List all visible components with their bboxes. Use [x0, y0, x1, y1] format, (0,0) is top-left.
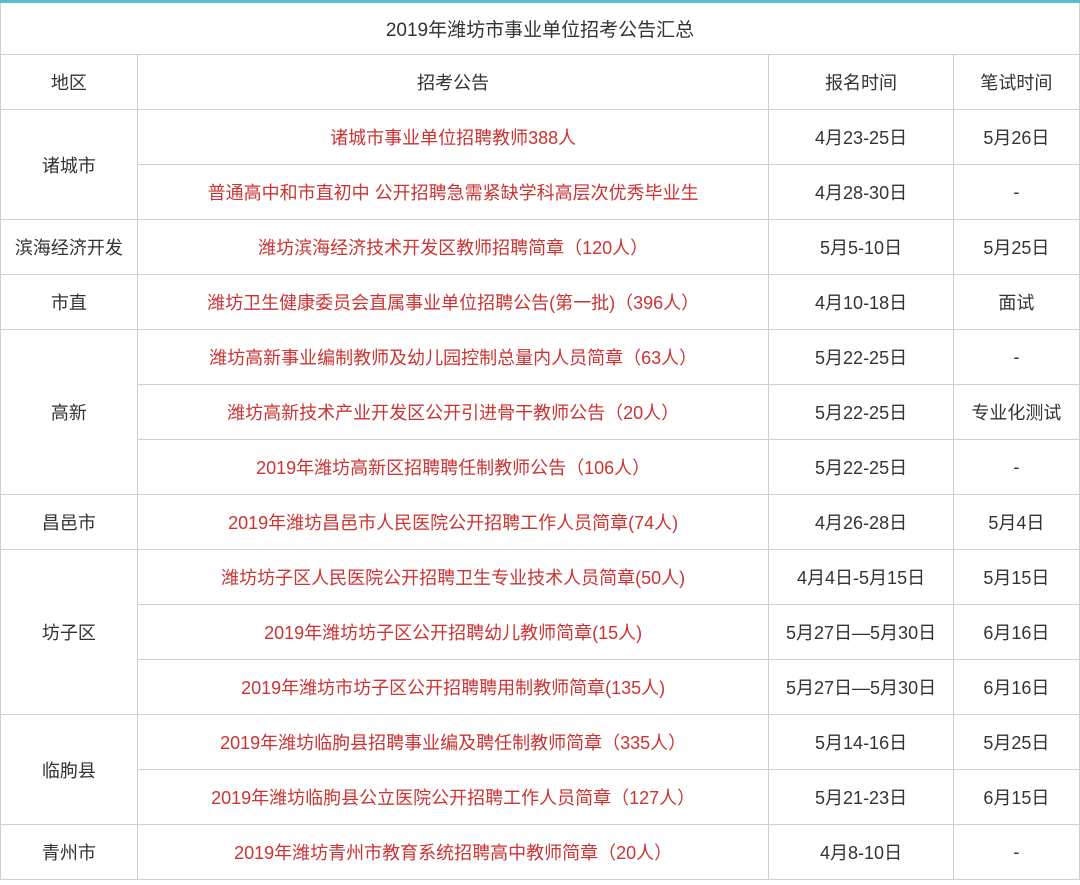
header-region: 地区 — [1, 55, 138, 110]
exam-date: 5月25日 — [953, 715, 1079, 770]
announcement-link[interactable]: 2019年潍坊青州市教育系统招聘高中教师简章（20人） — [137, 825, 769, 880]
region-cell: 诸城市 — [1, 110, 138, 220]
registration-date: 5月22-25日 — [769, 440, 953, 495]
table-row: 滨海经济开发潍坊滨海经济技术开发区教师招聘简章（120人）5月5-10日5月25… — [1, 220, 1080, 275]
registration-date: 5月21-23日 — [769, 770, 953, 825]
table-row: 2019年潍坊坊子区公开招聘幼儿教师简章(15人)5月27日—5月30日6月16… — [1, 605, 1080, 660]
registration-date: 4月8-10日 — [769, 825, 953, 880]
exam-date: 5月15日 — [953, 550, 1079, 605]
exam-date: 5月4日 — [953, 495, 1079, 550]
region-cell: 临朐县 — [1, 715, 138, 825]
table-row: 诸城市诸城市事业单位招聘教师388人4月23-25日5月26日 — [1, 110, 1080, 165]
header-row: 地区 招考公告 报名时间 笔试时间 — [1, 55, 1080, 110]
table-container: 2019年潍坊市事业单位招考公告汇总 地区 招考公告 报名时间 笔试时间 诸城市… — [0, 0, 1080, 880]
registration-date: 4月4日-5月15日 — [769, 550, 953, 605]
table-row: 潍坊高新技术产业开发区公开引进骨干教师公告（20人）5月22-25日专业化测试 — [1, 385, 1080, 440]
announcement-link[interactable]: 普通高中和市直初中 公开招聘急需紧缺学科高层次优秀毕业生 — [137, 165, 769, 220]
announcement-link[interactable]: 2019年潍坊临朐县招聘事业编及聘任制教师简章（335人） — [137, 715, 769, 770]
registration-date: 5月22-25日 — [769, 330, 953, 385]
registration-date: 5月5-10日 — [769, 220, 953, 275]
table-row: 高新潍坊高新事业编制教师及幼儿园控制总量内人员简章（63人）5月22-25日- — [1, 330, 1080, 385]
table-row: 青州市2019年潍坊青州市教育系统招聘高中教师简章（20人）4月8-10日- — [1, 825, 1080, 880]
registration-date: 5月22-25日 — [769, 385, 953, 440]
announcement-link[interactable]: 诸城市事业单位招聘教师388人 — [137, 110, 769, 165]
region-cell: 滨海经济开发 — [1, 220, 138, 275]
header-announcement: 招考公告 — [137, 55, 769, 110]
exam-date: 面试 — [953, 275, 1079, 330]
announcement-link[interactable]: 2019年潍坊高新区招聘聘任制教师公告（106人） — [137, 440, 769, 495]
announcement-link[interactable]: 2019年潍坊临朐县公立医院公开招聘工作人员简章（127人） — [137, 770, 769, 825]
announcement-link[interactable]: 2019年潍坊坊子区公开招聘幼儿教师简章(15人) — [137, 605, 769, 660]
region-cell: 坊子区 — [1, 550, 138, 715]
region-cell: 青州市 — [1, 825, 138, 880]
exam-date: 6月16日 — [953, 660, 1079, 715]
registration-date: 4月26-28日 — [769, 495, 953, 550]
announcement-table: 2019年潍坊市事业单位招考公告汇总 地区 招考公告 报名时间 笔试时间 诸城市… — [0, 0, 1080, 880]
table-row: 2019年潍坊高新区招聘聘任制教师公告（106人）5月22-25日- — [1, 440, 1080, 495]
header-registration: 报名时间 — [769, 55, 953, 110]
table-row: 昌邑市2019年潍坊昌邑市人民医院公开招聘工作人员简章(74人)4月26-28日… — [1, 495, 1080, 550]
title-row: 2019年潍坊市事业单位招考公告汇总 — [1, 2, 1080, 55]
registration-date: 5月14-16日 — [769, 715, 953, 770]
region-cell: 昌邑市 — [1, 495, 138, 550]
registration-date: 4月23-25日 — [769, 110, 953, 165]
region-cell: 市直 — [1, 275, 138, 330]
table-body: 诸城市诸城市事业单位招聘教师388人4月23-25日5月26日普通高中和市直初中… — [1, 110, 1080, 880]
exam-date: 6月16日 — [953, 605, 1079, 660]
exam-date: 5月25日 — [953, 220, 1079, 275]
announcement-link[interactable]: 潍坊高新事业编制教师及幼儿园控制总量内人员简章（63人） — [137, 330, 769, 385]
region-cell: 高新 — [1, 330, 138, 495]
exam-date: 5月26日 — [953, 110, 1079, 165]
table-row: 坊子区潍坊坊子区人民医院公开招聘卫生专业技术人员简章(50人)4月4日-5月15… — [1, 550, 1080, 605]
table-row: 临朐县2019年潍坊临朐县招聘事业编及聘任制教师简章（335人）5月14-16日… — [1, 715, 1080, 770]
exam-date: 6月15日 — [953, 770, 1079, 825]
exam-date: - — [953, 440, 1079, 495]
announcement-link[interactable]: 潍坊坊子区人民医院公开招聘卫生专业技术人员简章(50人) — [137, 550, 769, 605]
exam-date: 专业化测试 — [953, 385, 1079, 440]
table-title: 2019年潍坊市事业单位招考公告汇总 — [1, 2, 1080, 55]
registration-date: 4月28-30日 — [769, 165, 953, 220]
exam-date: - — [953, 825, 1079, 880]
exam-date: - — [953, 165, 1079, 220]
announcement-link[interactable]: 2019年潍坊市坊子区公开招聘聘用制教师简章(135人) — [137, 660, 769, 715]
table-row: 市直潍坊卫生健康委员会直属事业单位招聘公告(第一批)（396人）4月10-18日… — [1, 275, 1080, 330]
announcement-link[interactable]: 潍坊滨海经济技术开发区教师招聘简章（120人） — [137, 220, 769, 275]
table-row: 普通高中和市直初中 公开招聘急需紧缺学科高层次优秀毕业生4月28-30日- — [1, 165, 1080, 220]
announcement-link[interactable]: 潍坊卫生健康委员会直属事业单位招聘公告(第一批)（396人） — [137, 275, 769, 330]
table-row: 2019年潍坊临朐县公立医院公开招聘工作人员简章（127人）5月21-23日6月… — [1, 770, 1080, 825]
registration-date: 5月27日—5月30日 — [769, 605, 953, 660]
announcement-link[interactable]: 2019年潍坊昌邑市人民医院公开招聘工作人员简章(74人) — [137, 495, 769, 550]
announcement-link[interactable]: 潍坊高新技术产业开发区公开引进骨干教师公告（20人） — [137, 385, 769, 440]
exam-date: - — [953, 330, 1079, 385]
registration-date: 4月10-18日 — [769, 275, 953, 330]
registration-date: 5月27日—5月30日 — [769, 660, 953, 715]
table-row: 2019年潍坊市坊子区公开招聘聘用制教师简章(135人)5月27日—5月30日6… — [1, 660, 1080, 715]
header-exam: 笔试时间 — [953, 55, 1079, 110]
